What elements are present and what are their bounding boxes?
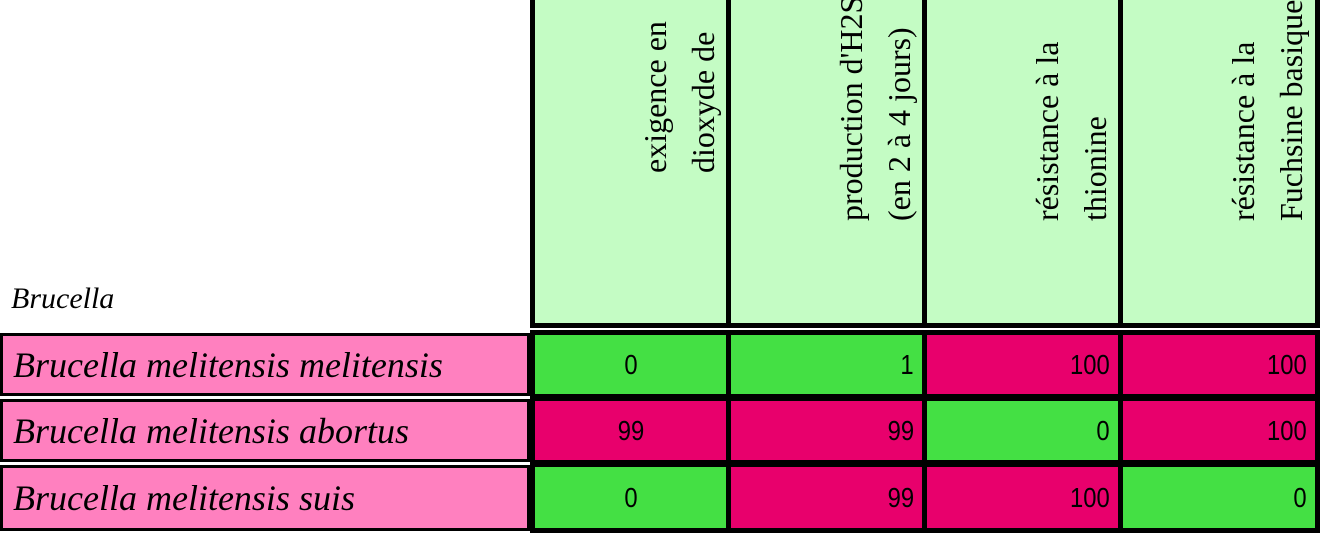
cell-value: 1 [900, 348, 914, 380]
cell-value: 0 [1293, 481, 1307, 513]
cell-value: 100 [1267, 414, 1307, 446]
corner-label: Brucella [11, 282, 115, 315]
table-cell: 99 [726, 462, 927, 533]
table-cell: 100 [1118, 330, 1320, 399]
table-cell: 0 [530, 330, 731, 399]
table-cell: 0 [922, 396, 1123, 465]
table-cell: 0 [530, 462, 731, 533]
table-cell: 100 [922, 330, 1123, 399]
table-cell: 99 [530, 396, 731, 465]
column-header-fuchsine: résistance à la Fuchsine basique [1118, 0, 1320, 328]
cell-value: 100 [1070, 348, 1110, 380]
cell-value: 100 [1070, 481, 1110, 513]
cell-value: 0 [623, 348, 638, 380]
cell-value: 99 [887, 481, 914, 513]
table-cell: 1 [726, 330, 927, 399]
column-header-label: résistance à la thionine [1028, 41, 1113, 221]
row-label-abortus: Brucella melitensis abortus [0, 399, 530, 462]
table-cell: 100 [922, 462, 1123, 533]
table-cell: 0 [1118, 462, 1320, 533]
cell-value: 0 [623, 481, 638, 513]
column-header-h2s: production d'H2S (en 2 à 4 jours) [726, 0, 927, 328]
column-header-co2: exigence en dioxyde de carbone [530, 0, 769, 328]
row-label-text: Brucella melitensis melitensis [13, 344, 443, 385]
column-header-label: production d'H2S (en 2 à 4 jours) [832, 0, 917, 221]
table-cell: 99 [726, 396, 927, 465]
cell-value: 0 [1096, 414, 1110, 446]
row-label-text: Brucella melitensis suis [13, 478, 355, 518]
column-header-thionine: résistance à la thionine [922, 0, 1123, 328]
table-cell: 100 [1118, 396, 1320, 465]
cell-value: 100 [1267, 348, 1307, 380]
column-header-label: résistance à la Fuchsine basique [1225, 0, 1309, 221]
row-label-text: Brucella melitensis abortus [13, 410, 409, 451]
row-label-melitensis: Brucella melitensis melitensis [0, 333, 530, 396]
row-label-suis: Brucella melitensis suis [0, 465, 530, 531]
table-corner: Brucella [0, 0, 530, 328]
cell-value: 99 [887, 414, 914, 446]
cell-value: 99 [617, 414, 644, 446]
